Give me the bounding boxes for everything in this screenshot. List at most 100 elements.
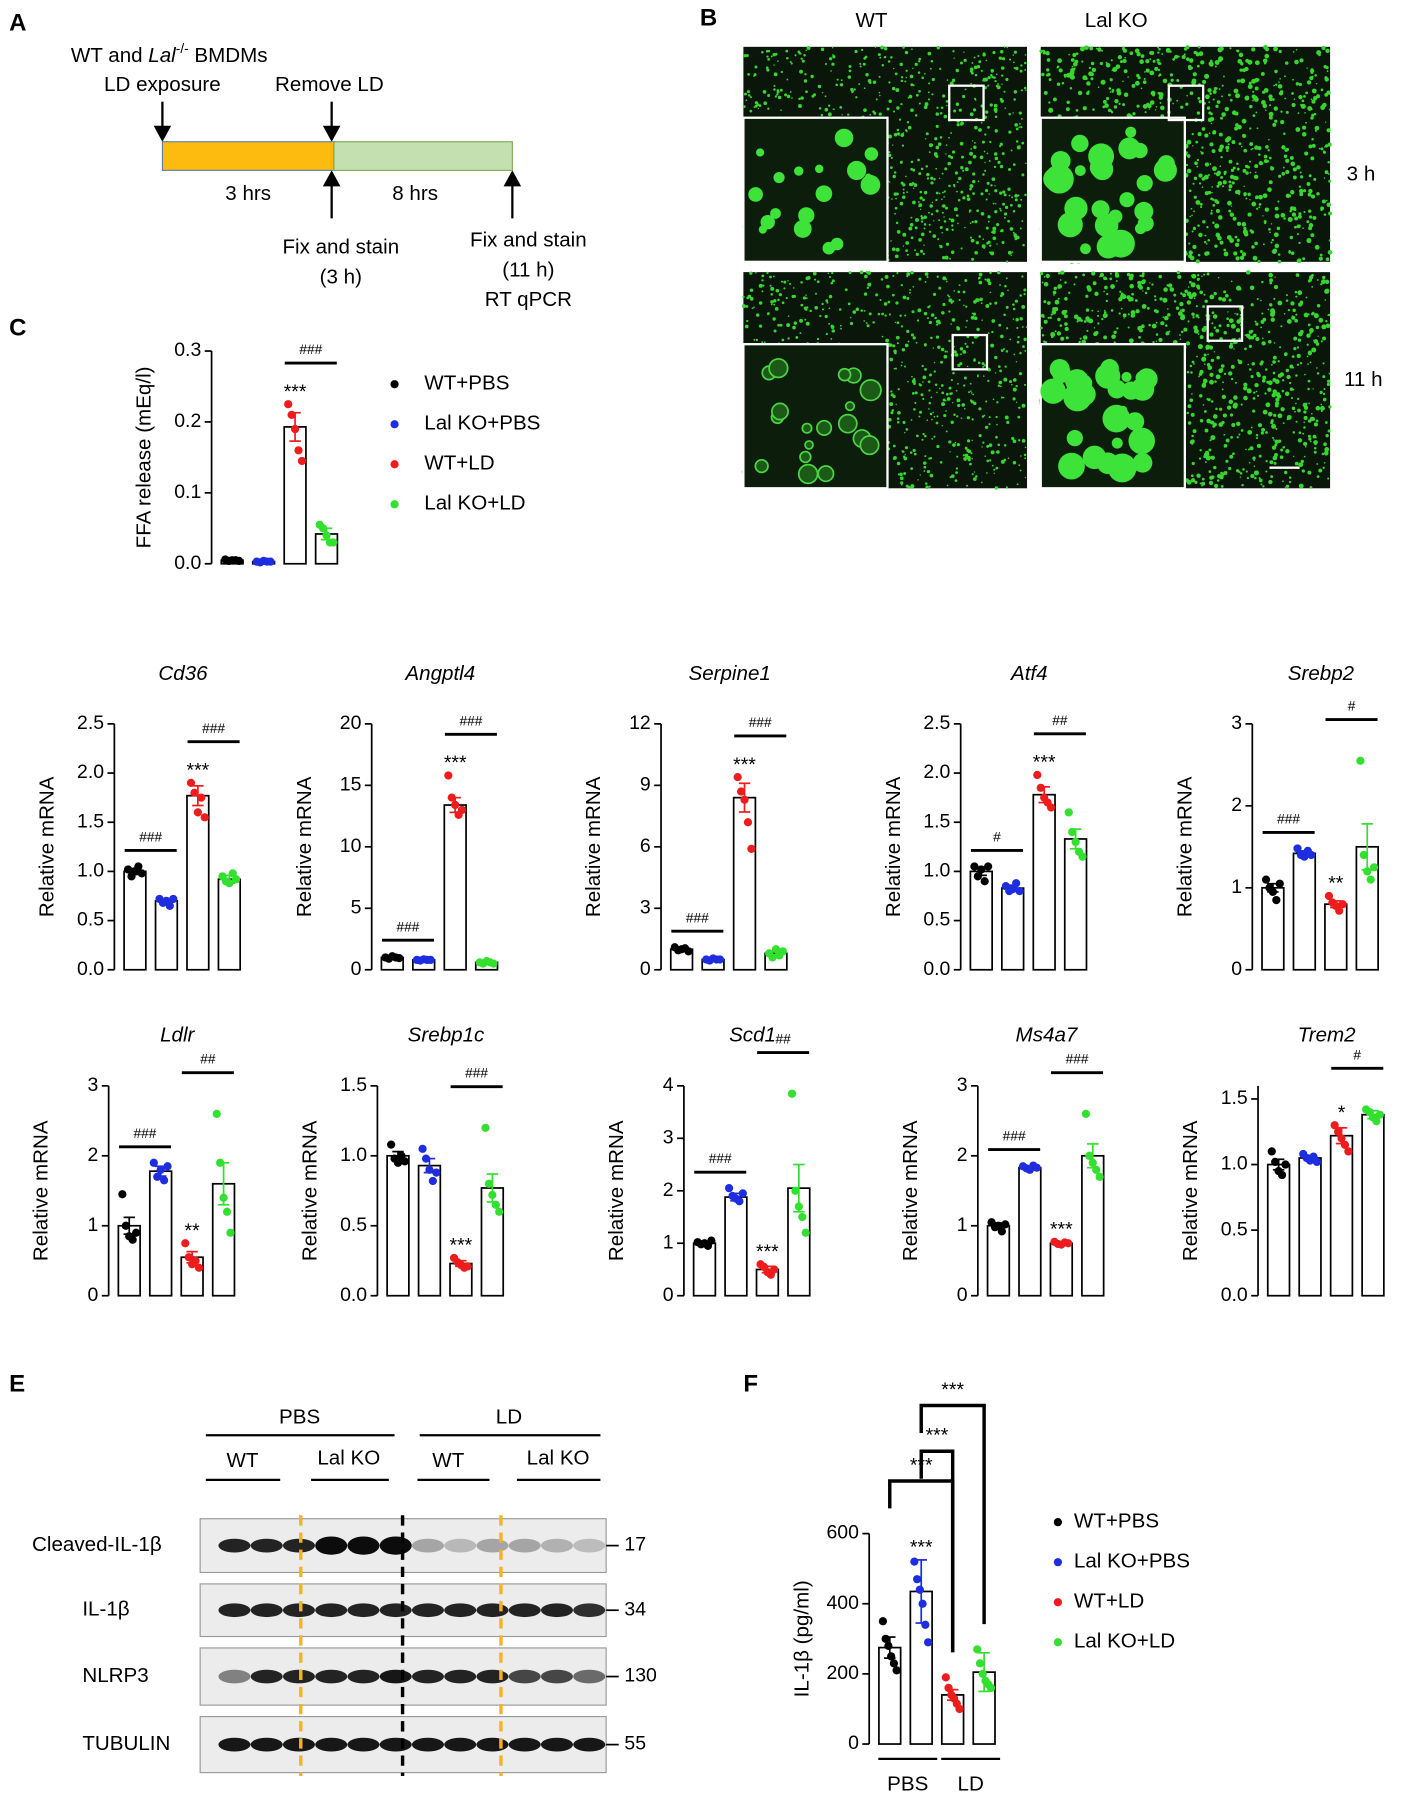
lipid-droplet	[1238, 337, 1241, 340]
lipid-droplet	[977, 54, 980, 58]
data-point	[219, 1193, 228, 1202]
bar	[1298, 1157, 1322, 1297]
lipid-droplet	[1224, 106, 1229, 112]
bracket	[919, 1449, 955, 1653]
bracket-label: ###	[1003, 1129, 1026, 1144]
lipid-droplet	[1212, 98, 1215, 101]
lipid-droplet	[753, 338, 756, 341]
lipid-droplet	[777, 60, 779, 62]
lipid-droplet	[1057, 297, 1060, 300]
lipid-droplet	[1213, 291, 1217, 296]
inset-droplet	[798, 207, 815, 224]
lipid-droplet	[1211, 191, 1213, 194]
lipid-droplet	[1193, 325, 1198, 330]
lipid-droplet	[960, 247, 963, 250]
lipid-droplet	[924, 73, 926, 75]
lipid-droplet	[958, 176, 962, 181]
lipid-droplet	[994, 189, 998, 193]
data-point	[973, 872, 982, 881]
lipid-droplet	[928, 151, 931, 154]
lipid-droplet	[1284, 148, 1288, 152]
lipid-droplet	[1254, 98, 1257, 101]
lipid-droplet	[1176, 270, 1181, 275]
lipid-droplet	[863, 292, 868, 296]
lipid-droplet	[860, 48, 864, 52]
lipid-droplet	[1155, 340, 1158, 343]
lipid-droplet	[935, 112, 939, 116]
lipid-droplet	[1090, 61, 1095, 66]
lipid-droplet	[865, 322, 868, 325]
lipid-droplet	[799, 69, 803, 74]
lipid-droplet	[832, 55, 836, 59]
lipid-droplet	[923, 465, 927, 469]
inset-droplet	[770, 208, 781, 219]
band	[282, 1737, 315, 1752]
lipid-droplet	[1149, 100, 1155, 105]
lipid-droplet	[754, 101, 759, 105]
lipid-droplet	[1009, 227, 1014, 231]
data-point	[169, 894, 178, 904]
lipid-droplet	[950, 250, 955, 254]
lipid-droplet	[780, 109, 782, 111]
y-tick-label: 0.5	[923, 909, 950, 931]
lipid-droplet	[931, 201, 934, 204]
lipid-droplet	[1142, 290, 1144, 292]
legend-marker	[390, 380, 399, 389]
lipid-droplet	[783, 280, 787, 284]
lipid-droplet	[1252, 255, 1258, 261]
lipid-droplet	[1117, 55, 1123, 60]
lipid-droplet	[887, 60, 891, 63]
lipid-droplet	[987, 75, 991, 80]
lipid-droplet	[1163, 287, 1168, 292]
lipid-droplet	[907, 380, 909, 383]
lipid-droplet	[1245, 270, 1251, 275]
lipid-droplet	[747, 94, 751, 97]
lipid-droplet	[910, 270, 914, 275]
lipid-droplet	[888, 181, 891, 183]
lipid-droplet	[966, 484, 969, 487]
significance: **	[1328, 873, 1344, 895]
lipid-droplet	[1258, 160, 1264, 166]
lipid-droplet	[906, 253, 909, 256]
data-point	[1275, 879, 1284, 888]
lipid-droplet	[754, 104, 758, 108]
lipid-droplet	[898, 118, 902, 121]
lipid-droplet	[1211, 186, 1213, 188]
lipid-droplet	[969, 399, 973, 402]
lipid-droplet	[1002, 396, 1005, 399]
lipid-droplet	[1284, 97, 1287, 100]
lipid-droplet	[1301, 132, 1307, 137]
step-label: Fix and stain	[470, 229, 587, 252]
lipid-droplet	[1134, 48, 1140, 54]
band	[250, 1603, 283, 1618]
lipid-droplet	[985, 226, 989, 230]
lipid-droplet	[1274, 243, 1280, 249]
lipid-droplet	[1300, 103, 1306, 109]
lipid-droplet	[939, 136, 943, 139]
inset-droplet	[847, 160, 867, 181]
lipid-droplet	[1319, 253, 1323, 257]
lipid-droplet	[862, 62, 866, 66]
lipid-droplet	[960, 417, 963, 419]
lipid-droplet	[1187, 421, 1192, 425]
lipid-droplet	[1007, 187, 1011, 191]
lipid-droplet	[1247, 84, 1253, 90]
lipid-droplet	[1018, 126, 1021, 129]
lipid-droplet	[994, 355, 998, 360]
lipid-droplet	[753, 106, 756, 109]
inset-droplet	[1043, 167, 1066, 191]
lipid-droplet	[1003, 46, 1006, 48]
lipid-droplet	[1065, 107, 1070, 112]
data-point	[912, 1575, 922, 1584]
lipid-droplet	[1313, 446, 1317, 450]
zoom-box	[1206, 305, 1244, 342]
lipid-droplet	[936, 391, 938, 394]
lipid-droplet	[887, 300, 891, 304]
data-point	[1261, 875, 1271, 884]
lipid-droplet	[892, 110, 896, 113]
lipid-droplet	[1237, 359, 1240, 362]
lipid-droplet	[1069, 86, 1073, 90]
lipid-droplet	[917, 308, 922, 313]
lipid-droplet	[961, 155, 964, 159]
lipid-droplet	[1310, 194, 1316, 199]
